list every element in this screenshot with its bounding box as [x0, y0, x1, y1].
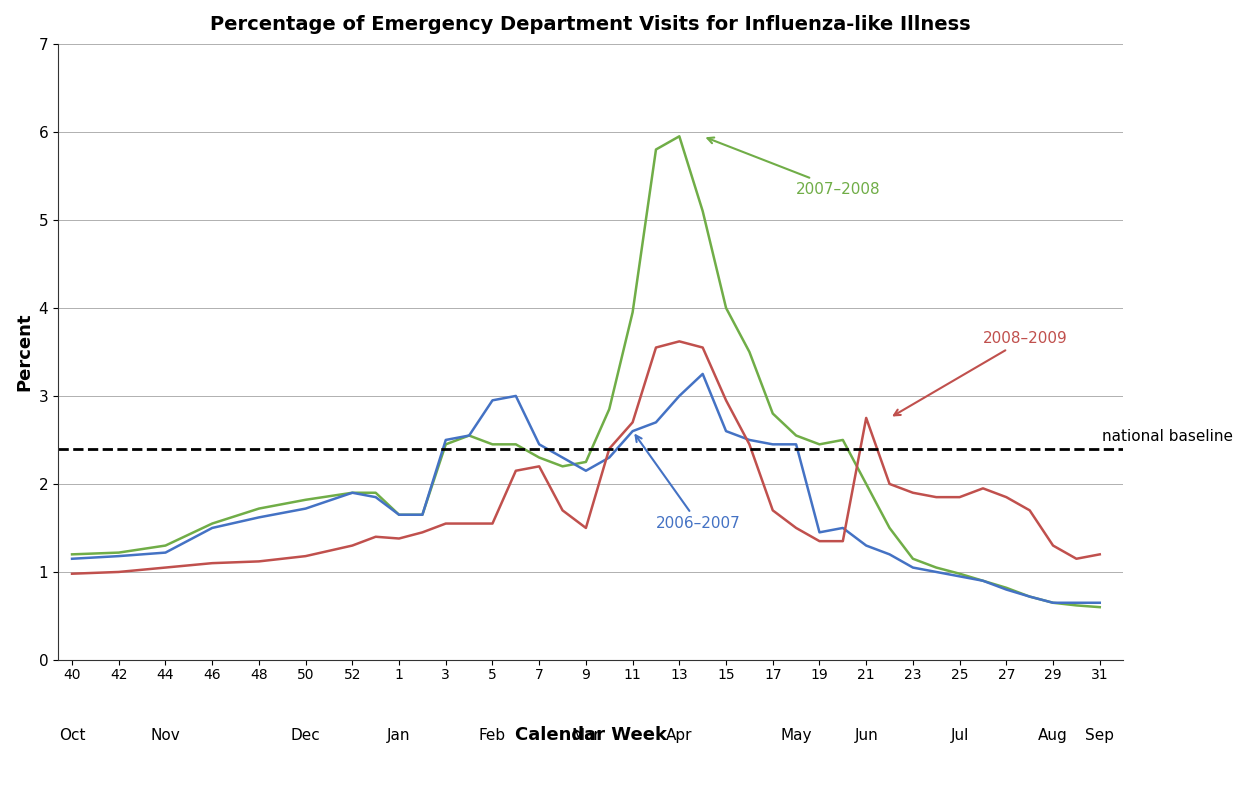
Text: Jul: Jul — [950, 728, 969, 743]
Text: 2006–2007: 2006–2007 — [635, 435, 741, 531]
Text: 2007–2008: 2007–2008 — [707, 137, 881, 197]
Text: Dec: Dec — [291, 728, 320, 743]
Text: Jun: Jun — [854, 728, 878, 743]
X-axis label: Calendar Week: Calendar Week — [515, 726, 666, 744]
Text: national baseline: national baseline — [1102, 429, 1232, 444]
Text: Sep: Sep — [1085, 728, 1114, 743]
Text: Apr: Apr — [666, 728, 692, 743]
Text: Nov: Nov — [150, 728, 180, 743]
Text: Aug: Aug — [1039, 728, 1068, 743]
Text: Feb: Feb — [479, 728, 506, 743]
Text: 2008–2009: 2008–2009 — [894, 331, 1068, 415]
Title: Percentage of Emergency Department Visits for Influenza-like Illness: Percentage of Emergency Department Visit… — [210, 15, 971, 34]
Y-axis label: Percent: Percent — [15, 312, 32, 392]
Text: Oct: Oct — [59, 728, 85, 743]
Text: Jan: Jan — [388, 728, 411, 743]
Text: Mar: Mar — [571, 728, 600, 743]
Text: May: May — [780, 728, 811, 743]
